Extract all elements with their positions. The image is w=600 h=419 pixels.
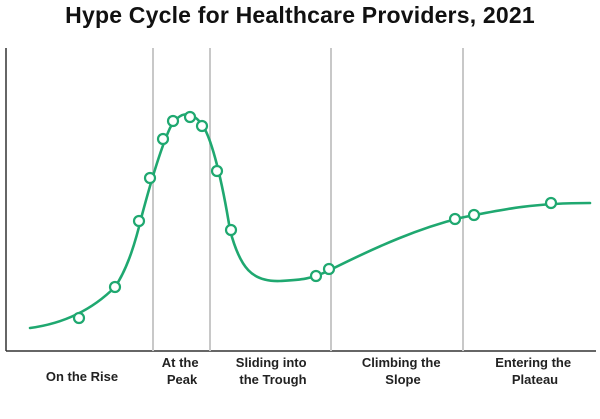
technology-marker[interactable] — [467, 208, 481, 222]
technology-marker[interactable] — [132, 214, 146, 228]
phase-label-line: At the — [162, 355, 199, 370]
phase-label-line: Plateau — [512, 372, 558, 387]
technology-marker[interactable] — [322, 262, 336, 276]
phase-label-on-the-rise: On the Rise — [46, 369, 118, 384]
phase-label-line: Slope — [385, 372, 420, 387]
phase-label-line: the Trough — [239, 372, 306, 387]
technology-marker[interactable] — [143, 171, 157, 185]
technology-marker[interactable] — [210, 164, 224, 178]
technology-markers — [72, 110, 558, 325]
technology-marker[interactable] — [183, 110, 197, 124]
phase-label-at-the-peak: At the Peak — [162, 355, 202, 387]
phase-label-climbing-the-slope: Climbing the Slope — [362, 355, 444, 387]
technology-marker[interactable] — [72, 311, 86, 325]
phase-label-sliding-into-the-trough: Sliding into the Trough — [236, 355, 310, 387]
phase-label-line: Climbing the — [362, 355, 441, 370]
technology-marker[interactable] — [224, 223, 238, 237]
technology-marker[interactable] — [195, 119, 209, 133]
phase-label-entering-the-plateau: Entering the Plateau — [495, 355, 574, 387]
phase-dividers — [152, 48, 464, 351]
technology-marker[interactable] — [108, 280, 122, 294]
phase-label-line: Sliding into — [236, 355, 307, 370]
phase-label-line: Peak — [167, 372, 198, 387]
phase-label-line: On the Rise — [46, 369, 118, 384]
technology-marker[interactable] — [544, 196, 558, 210]
technology-marker[interactable] — [448, 212, 462, 226]
technology-marker[interactable] — [309, 269, 323, 283]
phase-labels: On the Rise At the Peak Sliding into the… — [46, 355, 574, 387]
technology-marker[interactable] — [156, 132, 170, 146]
hype-curve — [28, 112, 592, 330]
chart-title: Hype Cycle for Healthcare Providers, 202… — [65, 2, 535, 28]
phase-label-line: Entering the — [495, 355, 571, 370]
technology-marker[interactable] — [166, 114, 180, 128]
